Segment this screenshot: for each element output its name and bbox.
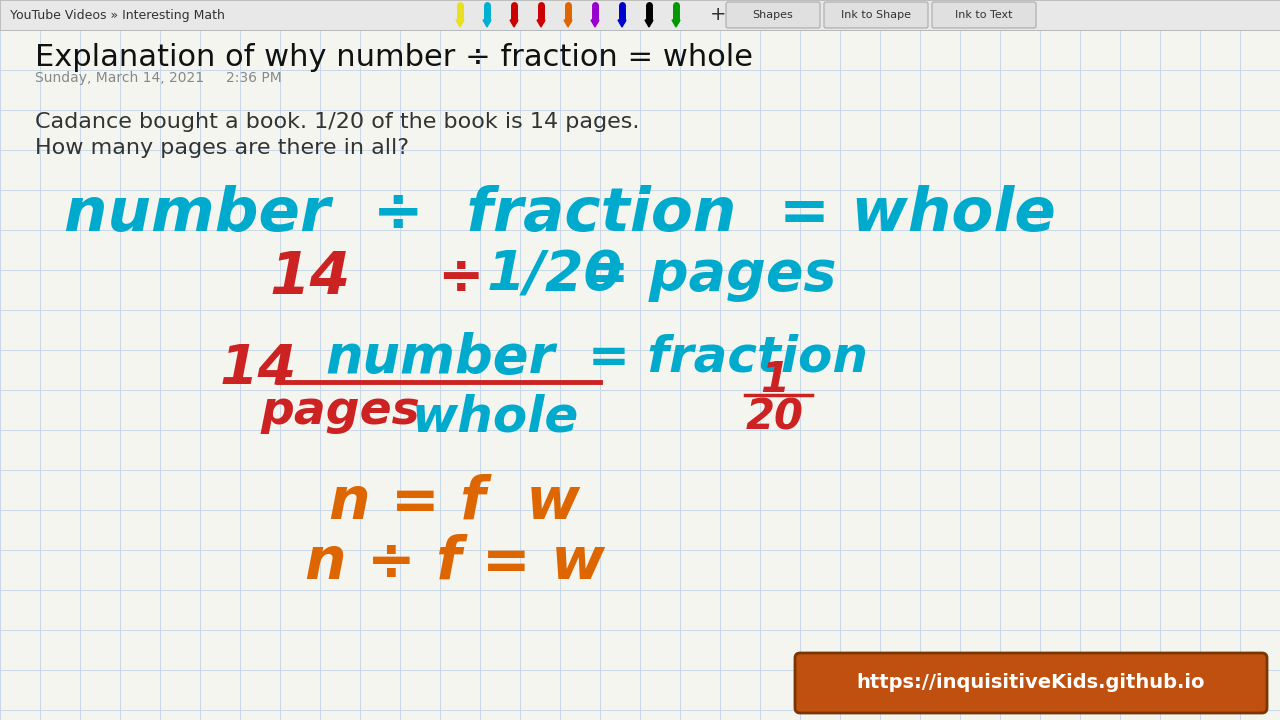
Text: YouTube Videos » Interesting Math: YouTube Videos » Interesting Math bbox=[10, 9, 225, 22]
Text: 14: 14 bbox=[269, 250, 351, 307]
FancyBboxPatch shape bbox=[824, 2, 928, 28]
Text: Ink to Shape: Ink to Shape bbox=[841, 10, 911, 20]
Text: Explanation of why number ÷ fraction = whole: Explanation of why number ÷ fraction = w… bbox=[35, 42, 753, 71]
Polygon shape bbox=[564, 20, 572, 27]
Text: n ÷ f = w: n ÷ f = w bbox=[305, 534, 605, 590]
Polygon shape bbox=[456, 20, 465, 27]
Text: = fraction: = fraction bbox=[588, 334, 868, 382]
Text: ÷: ÷ bbox=[436, 251, 484, 305]
Text: whole: whole bbox=[411, 394, 579, 442]
Text: Cadance bought a book. 1/20 of the book is 14 pages.: Cadance bought a book. 1/20 of the book … bbox=[35, 112, 640, 132]
Polygon shape bbox=[509, 20, 518, 27]
Text: 14: 14 bbox=[219, 341, 297, 395]
Text: Ink to Text: Ink to Text bbox=[955, 10, 1012, 20]
Text: 1/20: 1/20 bbox=[486, 248, 623, 302]
Text: +: + bbox=[709, 6, 726, 24]
Text: Sunday, March 14, 2021     2:36 PM: Sunday, March 14, 2021 2:36 PM bbox=[35, 71, 282, 85]
FancyBboxPatch shape bbox=[0, 0, 1280, 30]
Text: pages: pages bbox=[260, 390, 420, 434]
FancyBboxPatch shape bbox=[795, 653, 1267, 713]
Text: n = f  w: n = f w bbox=[329, 474, 581, 531]
Text: https://inquisitiveKids.github.io: https://inquisitiveKids.github.io bbox=[856, 673, 1206, 693]
Polygon shape bbox=[483, 20, 492, 27]
Polygon shape bbox=[538, 20, 545, 27]
Text: Shapes: Shapes bbox=[753, 10, 794, 20]
Polygon shape bbox=[672, 20, 680, 27]
Text: How many pages are there in all?: How many pages are there in all? bbox=[35, 138, 410, 158]
Text: number: number bbox=[325, 332, 554, 384]
Text: 20: 20 bbox=[746, 397, 804, 439]
Polygon shape bbox=[645, 20, 653, 27]
Polygon shape bbox=[591, 20, 599, 27]
FancyBboxPatch shape bbox=[726, 2, 820, 28]
Text: = pages: = pages bbox=[584, 248, 837, 302]
Text: number  ÷  fraction  = whole: number ÷ fraction = whole bbox=[64, 186, 1056, 245]
Text: 1: 1 bbox=[760, 359, 790, 401]
FancyBboxPatch shape bbox=[932, 2, 1036, 28]
Polygon shape bbox=[618, 20, 626, 27]
